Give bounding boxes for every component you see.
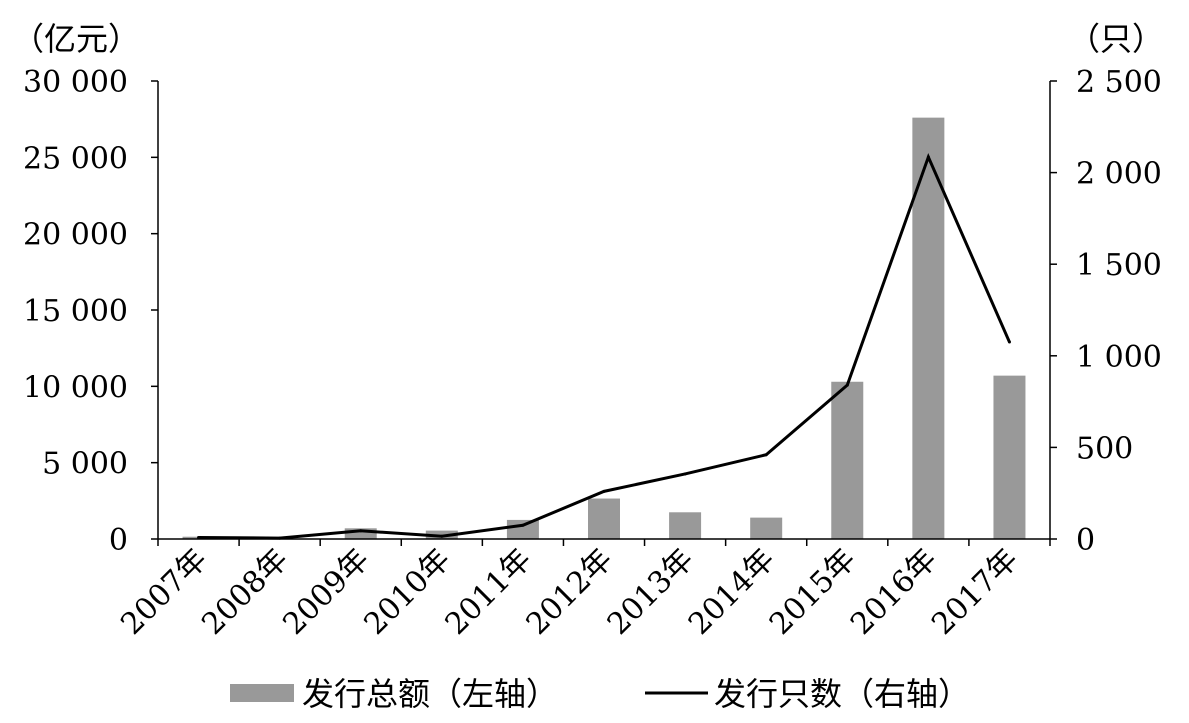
- left-tick-label: 0: [109, 523, 128, 558]
- right-tick-label: 2 000: [1076, 157, 1162, 192]
- x-category-label: 2016年: [844, 542, 944, 642]
- line-point-2010年: [440, 534, 444, 538]
- left-tick-label: 5 000: [42, 447, 128, 482]
- line-point-2011年: [521, 523, 525, 527]
- left-tick-label: 25 000: [23, 141, 128, 176]
- x-category-label: 2017年: [925, 542, 1025, 642]
- line-point-2009年: [359, 529, 363, 533]
- right-tick-label: 500: [1076, 431, 1133, 466]
- left-tick-label: 15 000: [23, 294, 128, 329]
- legend-bar-label: 发行总额（左轴）: [302, 675, 558, 713]
- left-tick-label: 30 000: [23, 65, 128, 100]
- x-category-label: 2010年: [358, 542, 458, 642]
- line-point-2012年: [602, 489, 606, 493]
- x-category-label: 2011年: [439, 542, 539, 642]
- axis-labels: 0 5 000 10 000 15 000 20 000 25 000 30 000 0 500…: [23, 65, 1162, 642]
- right-tick-label: 2 500: [1076, 65, 1162, 100]
- bar-2015年: [831, 381, 864, 539]
- line-point-2016年: [926, 155, 930, 159]
- line-point-2017年: [1007, 340, 1011, 344]
- bar-2011年: [506, 519, 539, 539]
- line-path: [198, 152, 1011, 540]
- right-tick-label: 1 500: [1076, 248, 1162, 283]
- right-tick-label: 0: [1076, 523, 1095, 558]
- bar-2017年: [993, 375, 1026, 539]
- x-category-label: 2012年: [520, 542, 620, 642]
- x-category-label: 2007年: [114, 542, 214, 642]
- x-category-label: 2014年: [682, 542, 782, 642]
- legend: 发行总额（左轴） 发行只数（右轴）: [230, 675, 970, 713]
- x-category-label: 2009年: [276, 542, 376, 642]
- left-axis-unit: （亿元）: [12, 20, 140, 58]
- line-series: [197, 152, 1011, 540]
- line-point-2013年: [683, 472, 687, 476]
- axes: [151, 80, 1057, 546]
- line-point-2014年: [764, 453, 768, 457]
- bar-2009年: [344, 528, 377, 539]
- legend-line-label: 发行只数（右轴）: [714, 675, 970, 713]
- x-category-label: 2008年: [195, 542, 295, 642]
- left-tick-label: 10 000: [23, 370, 128, 405]
- left-tick-label: 20 000: [23, 218, 128, 253]
- bar-series: [182, 117, 1026, 539]
- bar-2013年: [669, 512, 702, 539]
- x-category-label: 2013年: [601, 542, 701, 642]
- right-tick-label: 1 000: [1076, 340, 1162, 375]
- legend-bar-swatch: [230, 684, 294, 702]
- line-point-2015年: [845, 383, 849, 387]
- x-category-label: 2015年: [763, 542, 863, 642]
- bar-2014年: [750, 517, 783, 539]
- right-axis-unit: （只）: [1068, 20, 1164, 58]
- bar-2012年: [588, 498, 620, 539]
